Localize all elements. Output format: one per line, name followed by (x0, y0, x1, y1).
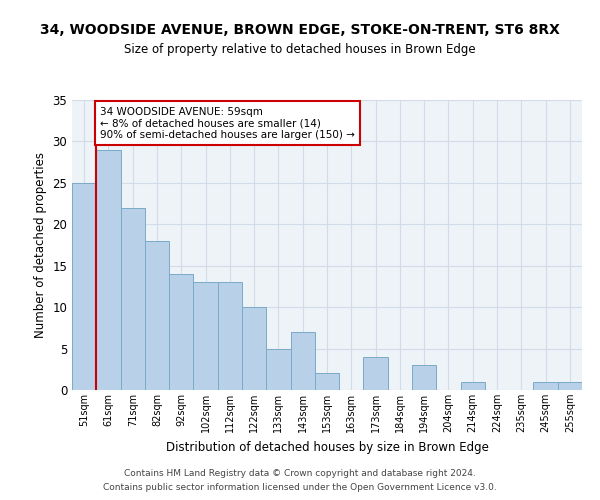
Bar (218, 282, 242, 390)
Bar (242, 307, 266, 390)
Bar (193, 282, 218, 390)
Text: Contains HM Land Registry data © Crown copyright and database right 2024.: Contains HM Land Registry data © Crown c… (124, 468, 476, 477)
Bar (315, 374, 339, 390)
Bar (290, 332, 315, 390)
Bar (145, 241, 169, 390)
Bar (72, 183, 96, 390)
Bar (533, 382, 558, 390)
Bar (558, 382, 582, 390)
Bar (461, 382, 485, 390)
Text: 34, WOODSIDE AVENUE, BROWN EDGE, STOKE-ON-TRENT, ST6 8RX: 34, WOODSIDE AVENUE, BROWN EDGE, STOKE-O… (40, 22, 560, 36)
Bar (169, 274, 193, 390)
Bar (121, 208, 145, 390)
Bar (412, 365, 436, 390)
Y-axis label: Number of detached properties: Number of detached properties (34, 152, 47, 338)
Text: Size of property relative to detached houses in Brown Edge: Size of property relative to detached ho… (124, 42, 476, 56)
X-axis label: Distribution of detached houses by size in Brown Edge: Distribution of detached houses by size … (166, 440, 488, 454)
Bar (364, 357, 388, 390)
Bar (266, 348, 290, 390)
Text: Contains public sector information licensed under the Open Government Licence v3: Contains public sector information licen… (103, 484, 497, 492)
Text: 34 WOODSIDE AVENUE: 59sqm
← 8% of detached houses are smaller (14)
90% of semi-d: 34 WOODSIDE AVENUE: 59sqm ← 8% of detach… (100, 106, 355, 140)
Bar (96, 150, 121, 390)
